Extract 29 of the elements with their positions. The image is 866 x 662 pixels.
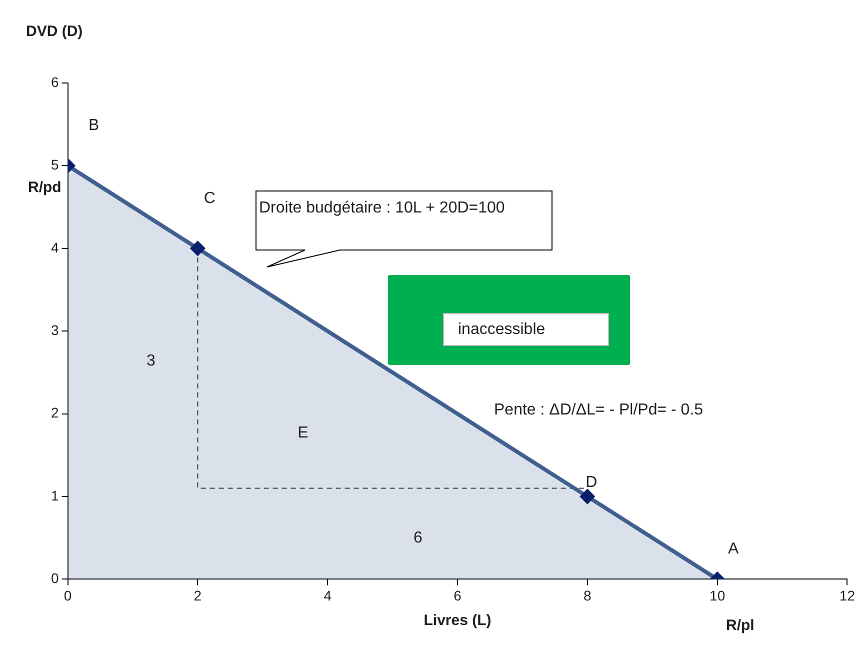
annotation: Droite budgétaire : 10L + 20D=100	[259, 199, 505, 216]
annotation: 6	[414, 529, 423, 546]
x-axis-title: Livres (L)	[424, 612, 492, 630]
annotation: E	[298, 424, 308, 442]
x-tick-label: 0	[64, 587, 72, 604]
annotation: B	[88, 117, 100, 134]
x-tick-label: 6	[454, 587, 462, 604]
annotation: C	[204, 190, 216, 207]
x-tick-label: 2	[194, 587, 202, 604]
y-tick-label: 5	[50, 156, 59, 173]
annotation: D	[586, 474, 598, 491]
text: R/pl	[726, 617, 754, 634]
y-tick-label: 4	[50, 239, 59, 256]
y-tick-label: 3	[50, 322, 59, 338]
y-tick-label: 2	[50, 404, 59, 421]
annotation: inaccessible	[443, 313, 609, 346]
text: R/pd	[28, 179, 62, 196]
y-tick-label: 1	[50, 487, 59, 504]
y-axis-title: DVD (D)	[26, 23, 83, 40]
annotation: A	[728, 540, 739, 558]
annotation: 3	[146, 352, 156, 370]
x-tick-label: 10	[710, 587, 726, 604]
x-tick-label: 8	[584, 587, 592, 604]
x-tick-label: 4	[324, 587, 332, 604]
y-tick-label: 0	[50, 570, 59, 586]
label-panel: inaccessible	[388, 275, 630, 365]
annotation: Pente : ΔD/ΔL= - Pl/Pd= - 0.5	[494, 401, 704, 418]
y-tick-label: 6	[50, 74, 59, 90]
x-tick-label: 12	[839, 587, 856, 604]
